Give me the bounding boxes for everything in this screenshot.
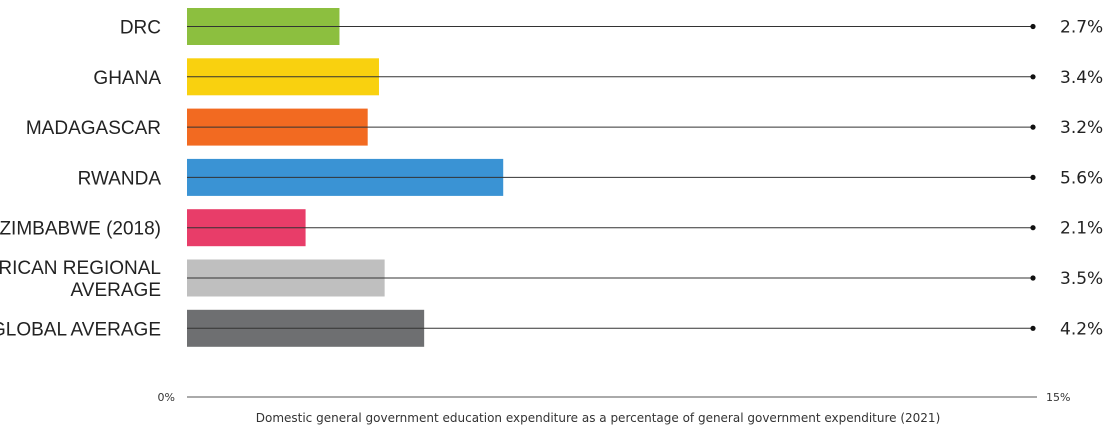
x-tick-label-max: 15% (1046, 391, 1070, 404)
category-label: RWANDA (78, 168, 162, 189)
x-axis-title: Domestic general government education ex… (256, 411, 941, 425)
bar-end-dot (1030, 325, 1036, 331)
category-label: AVERAGE (71, 280, 161, 301)
bar-end-dot (1030, 275, 1036, 281)
data-label: 3.2% (1060, 118, 1103, 138)
data-label: 3.4% (1060, 68, 1103, 88)
category-label: DRC (120, 18, 161, 39)
data-label: 2.1% (1060, 219, 1103, 239)
data-label: 3.5% (1060, 269, 1103, 289)
bar-end-dot (1030, 74, 1036, 80)
category-label: MADAGASCAR (26, 118, 161, 139)
x-tick-label-min: 0% (158, 391, 175, 404)
category-label: GHANA (93, 68, 161, 89)
data-label: 5.6% (1060, 168, 1103, 188)
data-label: 2.7% (1060, 18, 1103, 38)
category-label: AFRICAN REGIONAL (0, 258, 161, 279)
category-label: ZIMBABWE (2018) (0, 219, 161, 240)
bar-end-dot (1030, 23, 1036, 30)
data-label: 4.2% (1060, 319, 1103, 339)
x-axis: 0% 15% Domestic general government educa… (158, 391, 1071, 425)
category-label: GLOBAL AVERAGE (0, 319, 161, 340)
chart-rows: 2.7% DRC 3.4% GHANA 3.2% MADAGASCAR 5.6% RWANDA… (0, 8, 1103, 347)
bar-end-dot (1030, 174, 1036, 180)
bar-end-dot (1030, 124, 1036, 130)
bar-end-dot (1030, 225, 1036, 231)
